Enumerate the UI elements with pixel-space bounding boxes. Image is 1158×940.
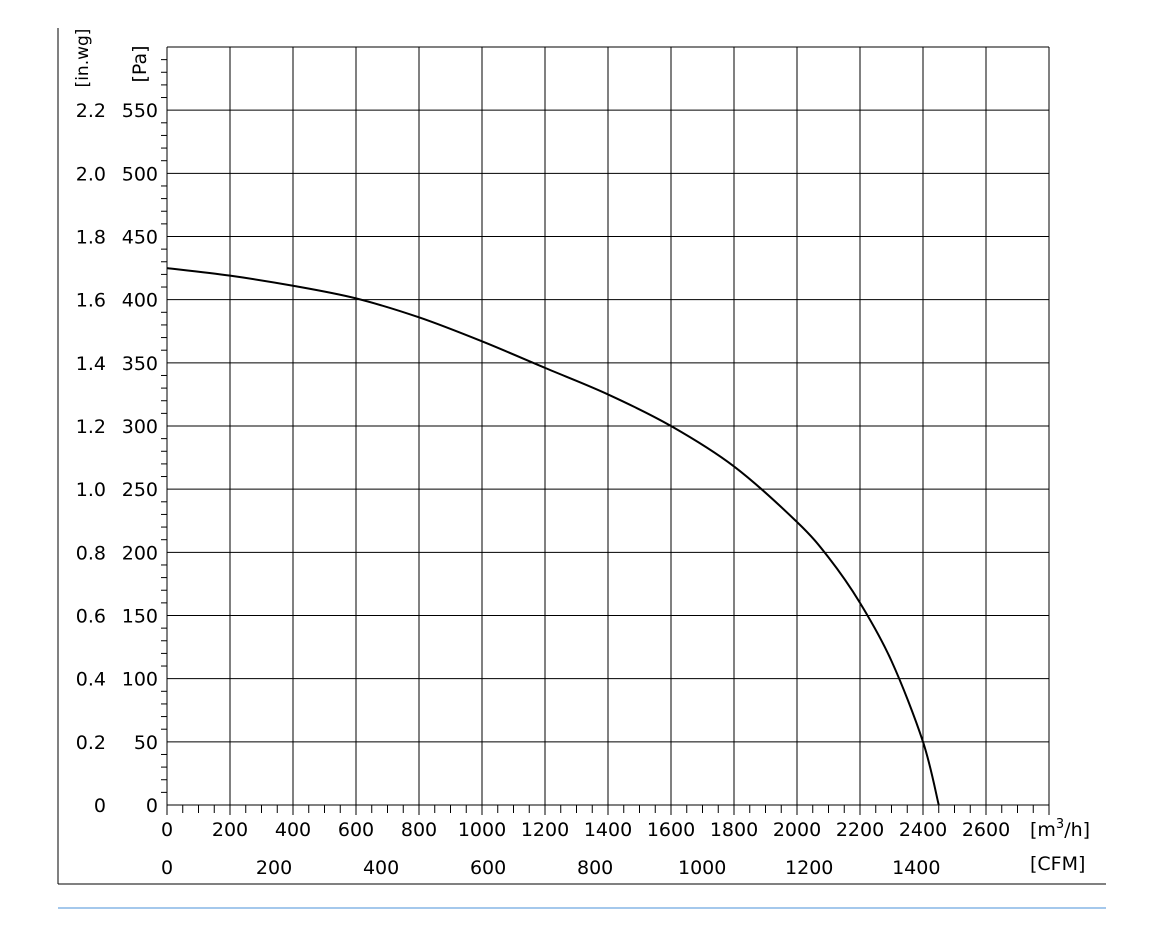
x-tick-label-m3h: 1600 xyxy=(647,819,695,841)
y-tick-label-pa: 300 xyxy=(122,416,158,438)
y-tick-label-pa: 200 xyxy=(122,542,158,564)
y-tick-label-pa: 100 xyxy=(122,669,158,691)
x-tick-label-m3h: 600 xyxy=(338,819,374,841)
x-tick-label-m3h: 1800 xyxy=(710,819,758,841)
x-tick-label-m3h: 800 xyxy=(401,819,437,841)
y-tick-label-pa: 550 xyxy=(122,100,158,122)
x-tick-label-m3h: 2400 xyxy=(899,819,947,841)
y-tick-label-pa: 450 xyxy=(122,227,158,249)
y-tick-label-inwg: 2.0 xyxy=(76,163,106,185)
x-tick-label-cfm: 1400 xyxy=(892,857,940,879)
x-unit-m3h-sup: 3 xyxy=(1056,817,1064,832)
x-tick-label-cfm: 0 xyxy=(161,857,173,879)
x-tick-label-cfm: 200 xyxy=(256,857,292,879)
x-tick-label-m3h: 0 xyxy=(161,819,173,841)
x-tick-label-cfm: 1200 xyxy=(785,857,833,879)
y-tick-label-pa: 400 xyxy=(122,290,158,312)
x-unit-cfm: [CFM] xyxy=(1030,853,1085,875)
x-tick-label-m3h: 2600 xyxy=(962,819,1010,841)
y-tick-label-inwg: 0.2 xyxy=(76,732,106,754)
y-unit-inwg: [in.wg] xyxy=(73,29,93,88)
fan-curve-line xyxy=(166,267,940,806)
x-unit-m3h-tail: /h] xyxy=(1064,819,1090,841)
y-tick-label-inwg: 0.4 xyxy=(76,669,106,691)
x-tick-label-cfm: 800 xyxy=(577,857,613,879)
y-unit-pa: [Pa] xyxy=(129,45,151,82)
y-tick-label-inwg: 1.2 xyxy=(76,416,106,438)
y-tick-label-pa: 150 xyxy=(122,606,158,628)
y-tick-label-inwg: 0 xyxy=(94,795,106,817)
x-tick-label-m3h: 1400 xyxy=(584,819,632,841)
y-tick-label-inwg: 1.4 xyxy=(76,353,106,375)
y-tick-label-inwg: 1.6 xyxy=(76,290,106,312)
y-tick-label-pa: 0 xyxy=(146,795,158,817)
y-tick-label-inwg: 0.6 xyxy=(76,606,106,628)
y-tick-label-pa: 350 xyxy=(122,353,158,375)
x-tick-label-m3h: 1200 xyxy=(521,819,569,841)
x-tick-label-m3h: 1000 xyxy=(458,819,506,841)
y-tick-label-pa: 250 xyxy=(122,479,158,501)
x-unit-m3h: [m3/h] xyxy=(1030,817,1090,841)
y-tick-label-pa: 50 xyxy=(134,732,158,754)
x-tick-label-m3h: 2200 xyxy=(836,819,884,841)
x-tick-label-cfm: 600 xyxy=(470,857,506,879)
y-tick-label-inwg: 1.0 xyxy=(76,479,106,501)
x-tick-label-m3h: 200 xyxy=(212,819,248,841)
y-tick-label-inwg: 1.8 xyxy=(76,227,106,249)
x-unit-m3h-base: [m xyxy=(1030,819,1056,841)
y-tick-label-pa: 500 xyxy=(122,163,158,185)
x-tick-label-m3h: 400 xyxy=(275,819,311,841)
x-tick-label-cfm: 400 xyxy=(363,857,399,879)
x-tick-label-m3h: 2000 xyxy=(773,819,821,841)
x-tick-label-cfm: 1000 xyxy=(678,857,726,879)
y-tick-label-inwg: 0.8 xyxy=(76,542,106,564)
y-tick-label-inwg: 2.2 xyxy=(76,100,106,122)
